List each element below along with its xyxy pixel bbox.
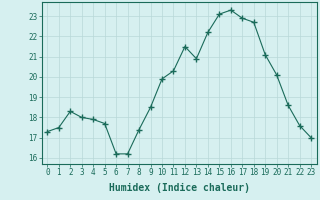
X-axis label: Humidex (Indice chaleur): Humidex (Indice chaleur) xyxy=(109,183,250,193)
